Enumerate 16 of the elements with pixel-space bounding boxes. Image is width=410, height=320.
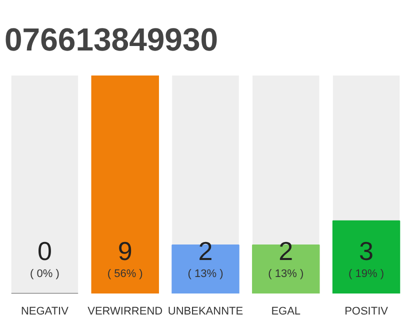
data-label: 2 xyxy=(198,236,213,266)
data-label: 3 xyxy=(359,236,374,266)
x-tick-label: NEGATIV xyxy=(20,306,70,318)
data-label: 2 xyxy=(278,236,294,266)
annotation: ( 0% ) xyxy=(30,268,60,280)
x-tick-label: POSITIV xyxy=(344,306,389,318)
data-label: 0 xyxy=(37,236,52,266)
annotation: ( 13% ) xyxy=(188,268,224,280)
annotation: ( 56% ) xyxy=(107,268,143,280)
annotation: ( 13% ) xyxy=(268,268,304,280)
chart-title: 076613849930 xyxy=(4,22,218,58)
x-tick-label: UNBEKANNTE xyxy=(168,306,244,318)
annotation: ( 19% ) xyxy=(348,268,384,280)
data-label: 9 xyxy=(118,236,132,266)
x-tick-label: VERWIRREND xyxy=(88,306,163,318)
x-tick-label: EGAL xyxy=(271,306,301,318)
